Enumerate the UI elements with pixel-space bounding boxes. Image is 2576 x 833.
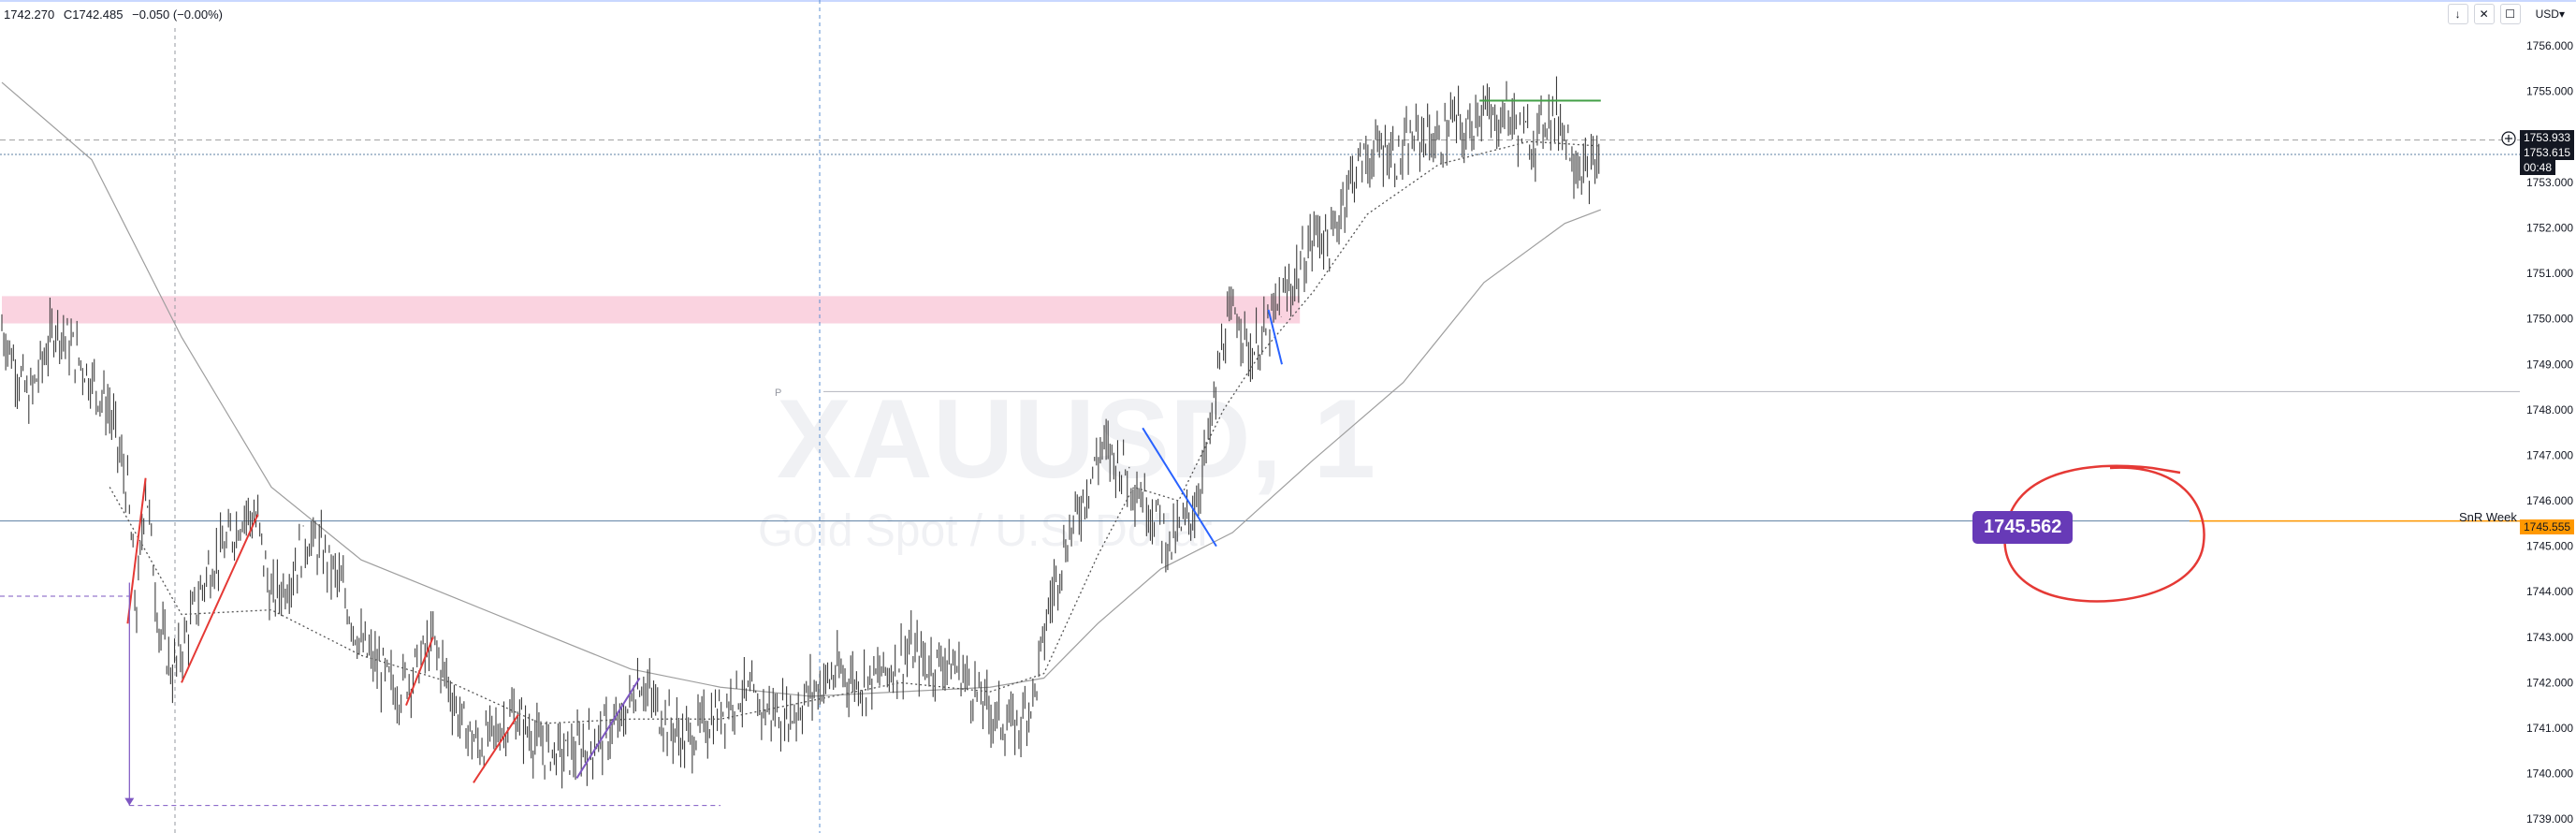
red-trendline-1 [181,514,259,683]
currency-selector[interactable]: USD▾ [2535,7,2565,21]
supply-zone [2,296,1301,324]
candles-group [1,76,1600,789]
sma-fast-line [109,140,1601,724]
cursor-marker: P [775,387,782,399]
highlight-circle [2003,464,2205,603]
y-tick-label: 1755.000 [2526,85,2573,98]
y-tick-label: 1752.000 [2526,222,2573,235]
y-tick-label: 1740.000 [2526,767,2573,781]
red-trendline-0 [126,477,147,624]
y-tick-label: 1743.000 [2526,631,2573,644]
ohlc-legend: 1742.270 C1742.485 −0.050 (−0.00%) [4,7,228,22]
sma-slow-line [1,81,1602,697]
y-tick-label: 1744.000 [2526,585,2573,598]
bid-price-label: 1753.615 [2520,145,2575,160]
y-tick-label: 1739.000 [2526,812,2573,826]
red-trendline-2 [405,636,434,707]
last-price-label: 1753.933 [2520,130,2575,145]
blue-trendline-0 [1142,427,1217,548]
ohlc-close: C1742.485 [63,7,124,22]
countdown-label: 00:48 [2520,160,2556,175]
purple-trendline-0 [575,677,641,779]
snr-price-label: 1745.555 [2520,519,2575,534]
y-tick-label: 1756.000 [2526,39,2573,52]
ohlc-high: 1742.270 [4,7,55,22]
maximize-icon[interactable]: ☐ [2499,4,2521,24]
y-tick-label: 1753.000 [2526,176,2573,189]
y-tick-label: 1747.000 [2526,448,2573,461]
y-tick-label: 1741.000 [2526,722,2573,735]
blue-trendline-1 [1267,309,1283,365]
description-watermark: Gold Spot / U.S. Dollar [758,506,1213,556]
close-icon[interactable]: ✕ [2473,4,2495,24]
price-badge[interactable]: 1745.562 [1972,511,2074,544]
top-toolbar: ↓ ✕ ☐ USD▾ [2447,4,2565,24]
y-tick-label: 1749.000 [2526,358,2573,371]
y-tick-label: 1748.000 [2526,403,2573,416]
symbol-watermark: XAUUSD, 1 [777,376,1376,502]
y-tick-label: 1745.000 [2526,540,2573,553]
y-tick-label: 1746.000 [2526,494,2573,507]
ohlc-change: −0.050 (−0.00%) [132,7,223,22]
download-icon[interactable]: ↓ [2447,4,2468,24]
y-tick-label: 1742.000 [2526,676,2573,689]
measure-arrow-icon [124,797,135,806]
y-tick-label: 1750.000 [2526,313,2573,326]
y-tick-label: 1751.000 [2526,267,2573,280]
red-trendline-3 [473,713,519,783]
snr-week-label: SnR Week [2459,510,2517,524]
